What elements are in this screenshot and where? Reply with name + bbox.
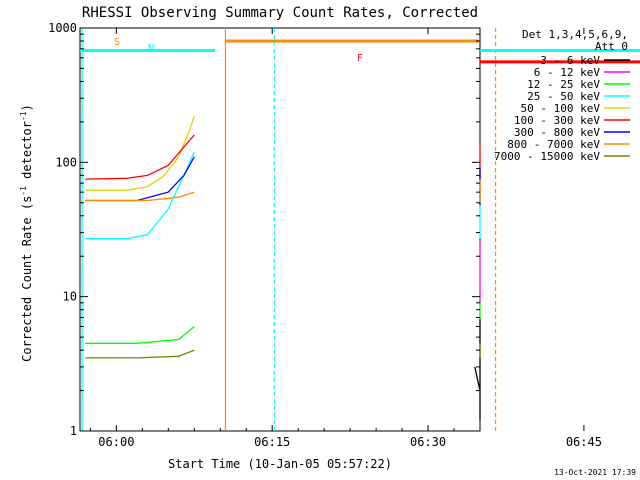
series-line-2-0 [85, 326, 195, 344]
x-tick-label-1: 06:15 [254, 435, 290, 449]
plot-frame [79, 27, 481, 432]
y-axis-label-main: Corrected Count Rate (s [20, 196, 34, 362]
series-line-3-0 [85, 151, 195, 240]
footer-timestamp: 13-Oct-2021 17:39 [554, 468, 636, 477]
legend-header-1: Det 1,3,4,5,6,9, [522, 28, 628, 41]
chart-title: RHESSI Observing Summary Count Rates, Co… [82, 5, 478, 21]
event-vlines [81, 28, 497, 431]
legend-label-8: 7000 - 15000 keV [494, 150, 600, 163]
marker-s-label: S [114, 37, 120, 48]
legend-label-2: 12 - 25 keV [527, 78, 600, 91]
y-axis-ticks: 1 10 100 1000 [48, 21, 480, 438]
series-line-7-0 [85, 191, 195, 202]
legend-label-4: 50 - 100 keV [521, 102, 601, 115]
x-tick-label-0: 06:00 [98, 435, 134, 449]
legend-label-6: 300 - 800 keV [514, 126, 600, 139]
y-tick-label-2: 100 [55, 155, 77, 169]
x-axis-label: Start Time (10-Jan-05 05:57:22) [168, 457, 392, 471]
y-axis-label: Corrected Count Rate (s-1 detector-1) [19, 104, 34, 362]
y-tick-label-1: 10 [63, 290, 77, 304]
y-tick-label-0: 1 [70, 424, 77, 438]
legend-label-5: 100 - 300 keV [514, 114, 600, 127]
y-axis-label-sup: -1 [19, 186, 28, 196]
legend-label-3: 25 - 50 keV [527, 90, 600, 103]
series-line-0-0 [474, 317, 481, 421]
x-tick-label-2: 06:30 [410, 435, 446, 449]
series-group [85, 116, 481, 421]
legend-label-1: 6 - 12 keV [534, 66, 601, 79]
y-axis-label-sup2: -1 [19, 111, 28, 121]
legend-label-0: 3 - 6 keV [540, 54, 600, 67]
legend-header-2: Att 0 [595, 40, 628, 53]
y-tick-label-3: 1000 [48, 21, 77, 35]
series-line-8-0 [85, 349, 195, 359]
x-tick-label-3: 06:45 [566, 435, 602, 449]
marker-f-label: F [357, 53, 363, 64]
marker-n-label: N [148, 43, 154, 54]
y-axis-label-end: ) [20, 104, 34, 111]
y-axis-label-mid: detector [20, 121, 34, 186]
legend-label-7: 800 - 7000 keV [507, 138, 600, 151]
marker-bars [80, 39, 640, 64]
series-line-5-0 [85, 134, 195, 180]
series-line-4-0 [85, 116, 195, 191]
